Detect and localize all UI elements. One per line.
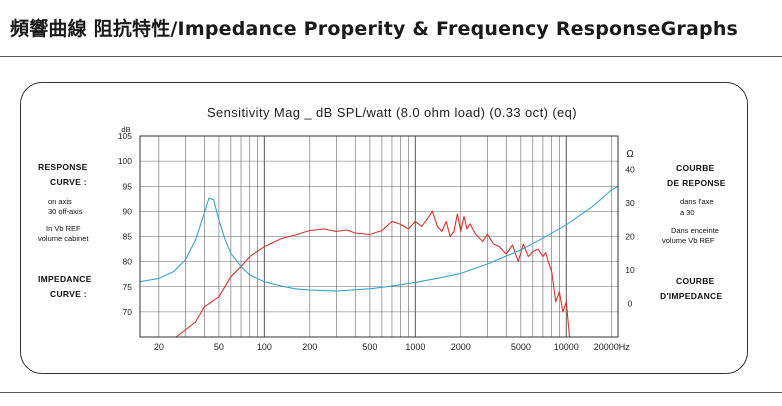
volume-cabinet-label: volume cabinet xyxy=(38,234,89,243)
right-tick-label: 20 xyxy=(625,232,635,242)
series-layer xyxy=(139,185,619,338)
right-axis-unit: Ω xyxy=(626,149,634,160)
response-curve-line xyxy=(175,210,573,338)
courbe-impedance-label-2: D'IMPEDANCE xyxy=(660,291,723,301)
dans-enceinte-label: Dans enceinte xyxy=(671,226,719,235)
left-tick-label: 70 xyxy=(123,307,133,317)
a30-label: a 30 xyxy=(680,208,695,217)
response-curve-label: RESPONSE xyxy=(38,162,88,172)
left-tick-label: 95 xyxy=(123,181,133,191)
left-axis-unit: dB xyxy=(121,125,130,134)
x-tick-label: 200 xyxy=(302,342,317,352)
axes: 20 50 100 200 500 1000 2000 5000 10000 20000HzdB1… xyxy=(118,125,635,352)
impedance-curve-line xyxy=(139,185,619,292)
left-tick-label: 85 xyxy=(123,232,133,242)
page-title: 頻響曲線 阻抗特性/Impedance Properity & Frequenc… xyxy=(10,18,739,40)
impedance-curve-label: IMPEDANCE xyxy=(38,274,92,284)
left-tick-label: 100 xyxy=(118,156,132,166)
dans-laxe-label: dans l'axe xyxy=(680,197,714,206)
grid xyxy=(140,135,618,337)
left-tick-label: 75 xyxy=(123,282,133,292)
bottom-divider xyxy=(0,392,782,393)
courbe-impedance-label: COURBE xyxy=(676,276,715,286)
vb-ref-label: In Vb REF xyxy=(46,224,81,233)
right-tick-label: 30 xyxy=(625,198,635,208)
off-axis-label: 30 off-axis xyxy=(48,207,83,216)
left-tick-label: 80 xyxy=(123,257,133,267)
x-tick-label: 50 xyxy=(214,342,224,352)
x-tick-label: 20000Hz xyxy=(594,342,631,352)
left-tick-label: 105 xyxy=(118,131,132,141)
page-header: 頻響曲線 阻抗特性/Impedance Properity & Frequenc… xyxy=(0,0,782,56)
right-tick-label: 40 xyxy=(625,165,635,175)
x-tick-label: 100 xyxy=(257,342,272,352)
right-tick-label: 10 xyxy=(625,265,635,275)
left-tick-label: 90 xyxy=(123,206,133,216)
plot-frame xyxy=(139,135,619,338)
x-tick-label: 20 xyxy=(154,342,164,352)
x-tick-label: 2000 xyxy=(451,342,471,352)
courbe-reponse-label-2: DE REPONSE xyxy=(667,178,726,188)
on-axis-label: on axis xyxy=(48,197,72,206)
x-tick-label: 5000 xyxy=(511,342,531,352)
right-tick-label: 0 xyxy=(628,299,633,309)
response-curve-label-2: CURVE : xyxy=(50,177,87,187)
volume-vb-ref-label: volume Vb REF xyxy=(662,236,715,245)
chart-title: Sensitivity Mag _ dB SPL/watt (8.0 ohm l… xyxy=(207,105,577,120)
top-divider xyxy=(0,56,782,57)
x-tick-label: 500 xyxy=(362,342,377,352)
x-tick-label: 10000 xyxy=(554,342,579,352)
graph-card xyxy=(20,82,748,374)
courbe-reponse-label: COURBE xyxy=(676,163,715,173)
impedance-curve-label-2: CURVE : xyxy=(50,289,87,299)
x-tick-label: 1000 xyxy=(405,342,425,352)
